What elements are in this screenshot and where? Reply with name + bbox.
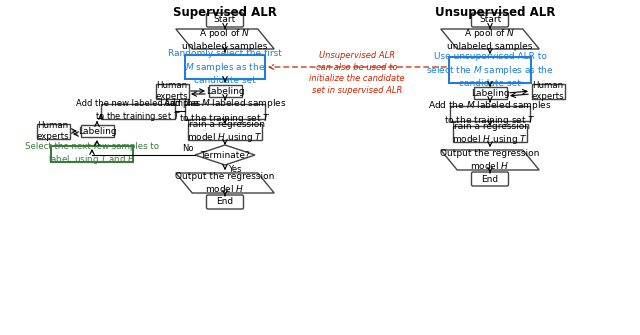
Text: Start: Start	[214, 15, 236, 24]
FancyBboxPatch shape	[101, 104, 175, 119]
Text: A pool of $N$
unlabeled samples: A pool of $N$ unlabeled samples	[182, 27, 268, 51]
FancyBboxPatch shape	[472, 172, 509, 186]
Polygon shape	[195, 145, 255, 165]
FancyBboxPatch shape	[207, 13, 243, 27]
Text: Supervised ALR: Supervised ALR	[173, 6, 277, 19]
Text: Add the $M$ labeled samples
to the training set $T$: Add the $M$ labeled samples to the train…	[163, 97, 287, 125]
Text: Use unsupervised ALR to
select the $M$ samples as the
candidate set: Use unsupervised ALR to select the $M$ s…	[426, 52, 554, 88]
FancyBboxPatch shape	[185, 55, 265, 79]
FancyBboxPatch shape	[188, 124, 262, 140]
FancyBboxPatch shape	[450, 106, 530, 121]
Text: Yes: Yes	[228, 165, 241, 175]
FancyBboxPatch shape	[209, 85, 241, 97]
Text: Add the new labeled samples
to the training set $T$: Add the new labeled samples to the train…	[76, 98, 200, 123]
FancyBboxPatch shape	[449, 57, 531, 83]
FancyBboxPatch shape	[207, 195, 243, 209]
Text: Randomly select the first
$M$ samples as the
candidate set: Randomly select the first $M$ samples as…	[168, 49, 282, 85]
Text: Train a regression
model $H$ using $T$: Train a regression model $H$ using $T$	[185, 120, 265, 144]
FancyBboxPatch shape	[472, 13, 509, 27]
Text: Human
experts: Human experts	[36, 121, 69, 141]
Text: Output the regression
model $H$: Output the regression model $H$	[175, 172, 275, 194]
Text: End: End	[216, 198, 234, 206]
FancyBboxPatch shape	[474, 87, 506, 99]
Text: Select the next few samples to
label, using $T$ and $H$: Select the next few samples to label, us…	[25, 142, 159, 166]
Polygon shape	[441, 29, 540, 49]
Text: No: No	[182, 144, 194, 153]
Text: Labeling: Labeling	[470, 88, 509, 97]
Text: Terminate?: Terminate?	[200, 150, 250, 159]
Text: Add the $M$ labeled samples
to the training set $T$: Add the $M$ labeled samples to the train…	[428, 98, 552, 127]
Text: Output the regression
model $H$: Output the regression model $H$	[440, 149, 540, 171]
Text: A pool of $N$
unlabeled samples: A pool of $N$ unlabeled samples	[447, 27, 532, 51]
FancyBboxPatch shape	[185, 104, 265, 119]
Polygon shape	[176, 29, 274, 49]
FancyBboxPatch shape	[81, 125, 113, 137]
Polygon shape	[441, 150, 540, 170]
Text: Unsupervised ALR
can also be used to
initialize the candidate
set in supervised : Unsupervised ALR can also be used to ini…	[309, 51, 404, 95]
Text: Labeling: Labeling	[77, 127, 116, 135]
FancyBboxPatch shape	[51, 146, 133, 162]
FancyBboxPatch shape	[453, 126, 527, 142]
Text: Human
experts: Human experts	[532, 81, 564, 101]
FancyBboxPatch shape	[531, 83, 564, 98]
Text: Train a regression
model $H$ using $T$: Train a regression model $H$ using $T$	[450, 122, 530, 146]
FancyBboxPatch shape	[156, 83, 189, 98]
Text: Start: Start	[479, 15, 501, 24]
Polygon shape	[176, 173, 274, 193]
Text: End: End	[481, 175, 499, 184]
Text: Unsupervised ALR: Unsupervised ALR	[435, 6, 555, 19]
FancyBboxPatch shape	[36, 124, 70, 138]
Text: Human
experts: Human experts	[156, 81, 188, 101]
Text: Labeling: Labeling	[205, 86, 244, 95]
